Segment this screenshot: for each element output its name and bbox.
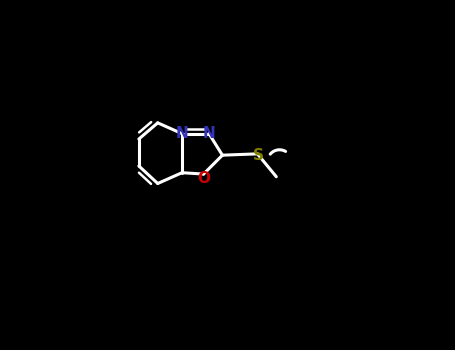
Text: O: O xyxy=(197,170,210,186)
Text: S: S xyxy=(253,148,264,163)
Text: N: N xyxy=(202,126,215,141)
Text: N: N xyxy=(176,126,188,141)
